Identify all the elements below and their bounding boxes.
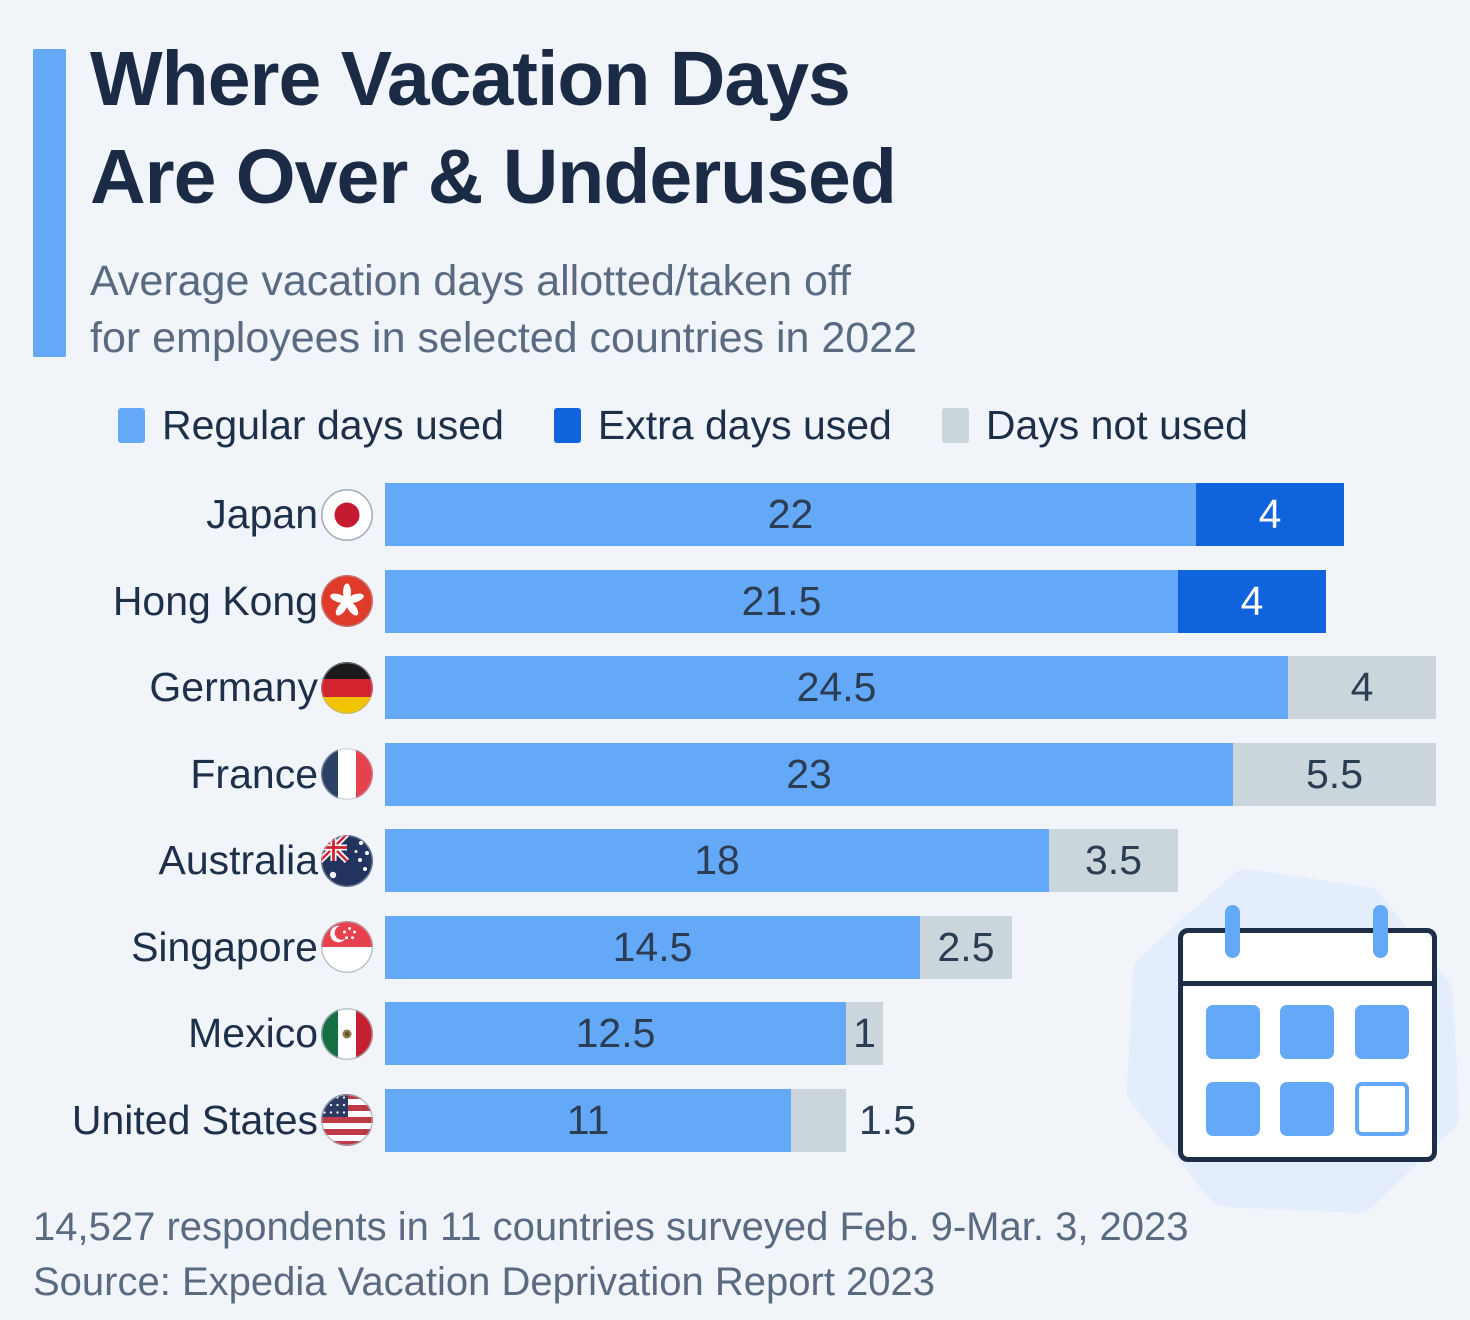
source-note: Source: Expedia Vacation Deprivation Rep… <box>33 1260 936 1304</box>
country-bar: 14.5 2.5 <box>385 915 1012 979</box>
country-bar: 12.5 1 <box>385 1002 883 1065</box>
singapore-flag-icon <box>320 920 374 974</box>
chart-row: Japan 22 4 <box>33 483 1436 546</box>
calendar-header-divider <box>1178 981 1437 986</box>
extra-days-swatch-icon <box>553 408 581 443</box>
france-flag-icon <box>320 747 374 801</box>
regular-days-segment: 18 <box>385 829 1049 892</box>
days-not-used-segment <box>791 1088 846 1152</box>
regular-days-segment: 22 <box>385 483 1196 546</box>
chart-row: United States 11 1.5 <box>33 1088 1436 1152</box>
days-not-used-segment: 2.5 <box>920 915 1012 979</box>
legend-item-regular-days: Regular days used <box>118 402 504 449</box>
country-label: Mexico <box>188 1010 318 1056</box>
chart-subtitle-line1: Average vacation days allotted/taken off <box>90 257 851 305</box>
regular-days-segment: 12.5 <box>385 1002 846 1065</box>
chart-row: Mexico 12.5 1 <box>33 1002 1436 1065</box>
hongkong-flag-icon <box>320 574 374 628</box>
chart-row: Australia 18 3.5 <box>33 829 1436 892</box>
page-title: Where Vacation Days Are Over & Underused <box>90 30 897 226</box>
chart-row: Germany 24.5 4 <box>33 656 1436 719</box>
legend-item-extra-days: Extra days used <box>553 402 892 449</box>
chart-row: Hong Kong 21.5 4 <box>33 569 1436 633</box>
days-not-used-swatch-icon <box>941 408 969 443</box>
country-bar: 23 5.5 <box>385 742 1436 806</box>
regular-days-segment: 23 <box>385 742 1233 806</box>
australia-flag-icon <box>320 834 374 888</box>
chart-subtitle: Average vacation days allotted/taken off… <box>90 253 917 367</box>
calendar-day-cell <box>1280 1005 1334 1059</box>
regular-days-segment: 14.5 <box>385 915 920 979</box>
extra-days-segment: 4 <box>1196 483 1344 546</box>
days-not-used-segment: 1 <box>846 1002 883 1065</box>
title-accent-bar <box>33 49 66 357</box>
survey-note: 14,527 respondents in 11 countries surve… <box>33 1205 1189 1249</box>
country-label: Singapore <box>131 923 318 970</box>
calendar-day-cell <box>1355 1005 1409 1059</box>
japan-flag-icon <box>320 488 374 542</box>
calendar-ring-icon <box>1225 905 1240 958</box>
country-bar: 24.5 4 <box>385 656 1436 719</box>
country-bar: 22 4 <box>385 483 1344 546</box>
days-not-used-segment: 4 <box>1288 656 1436 719</box>
legend-item-days-not-used: Days not used <box>941 402 1248 449</box>
regular-days-segment: 21.5 <box>385 569 1178 633</box>
regular-days-segment: 24.5 <box>385 656 1288 719</box>
calendar-icon <box>1178 905 1437 1162</box>
calendar-day-cell <box>1206 1005 1260 1059</box>
mexico-flag-icon <box>320 1007 374 1061</box>
extra-days-segment: 4 <box>1178 569 1326 633</box>
country-label: Hong Kong <box>112 577 318 624</box>
calendar-day-cell-empty <box>1355 1082 1409 1136</box>
country-label: Australia <box>158 837 318 883</box>
country-bar: 21.5 4 <box>385 569 1326 633</box>
country-bar: 11 <box>385 1088 846 1152</box>
days-not-used-segment: 3.5 <box>1049 829 1178 892</box>
page-title-line1: Where Vacation Days <box>90 36 851 122</box>
legend-label: Days not used <box>985 402 1248 448</box>
regular-days-segment: 11 <box>385 1088 791 1152</box>
calendar-ring-icon <box>1373 905 1388 958</box>
us-flag-icon <box>320 1093 374 1147</box>
chart-rows: Japan 22 4 Hong Kong 21.5 4 Germany 24.5 4 France… <box>33 483 1436 1175</box>
country-label: Germany <box>149 664 318 710</box>
days-not-used-value: 1.5 <box>859 1096 916 1143</box>
country-bar: 18 3.5 <box>385 829 1178 892</box>
chart-row: Singapore 14.5 2.5 <box>33 915 1436 979</box>
chart-legend: Regular days used Extra days used Days n… <box>118 402 1248 449</box>
chart-footer: 14,527 respondents in 11 countries surve… <box>33 1200 1189 1310</box>
legend-label: Regular days used <box>162 402 504 448</box>
legend-label: Extra days used <box>597 402 892 448</box>
germany-flag-icon <box>320 661 374 715</box>
calendar-day-cell <box>1280 1082 1334 1136</box>
country-label: United States <box>71 1096 318 1143</box>
country-label: Japan <box>206 491 318 537</box>
chart-row: France 23 5.5 <box>33 742 1436 806</box>
days-not-used-segment: 5.5 <box>1233 742 1436 806</box>
page-title-line2: Are Over & Underused <box>90 134 897 220</box>
country-label: France <box>190 750 318 797</box>
regular-days-swatch-icon <box>118 408 145 443</box>
calendar-day-cell <box>1206 1082 1260 1136</box>
chart-subtitle-line2: for employees in selected countries in 2… <box>90 314 918 362</box>
